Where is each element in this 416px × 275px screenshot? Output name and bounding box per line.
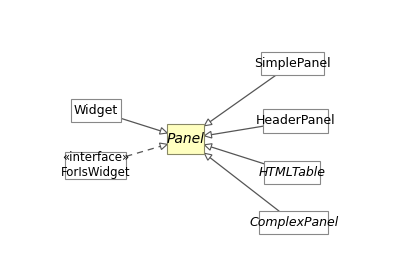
Polygon shape [204, 119, 212, 126]
Text: HeaderPanel: HeaderPanel [255, 114, 335, 127]
Text: SimplePanel: SimplePanel [254, 57, 330, 70]
FancyBboxPatch shape [263, 109, 328, 133]
Polygon shape [204, 131, 212, 138]
Polygon shape [204, 153, 212, 160]
FancyBboxPatch shape [167, 123, 204, 154]
Text: «interface»
ForIsWidget: «interface» ForIsWidget [61, 151, 130, 179]
FancyBboxPatch shape [264, 161, 320, 185]
FancyBboxPatch shape [261, 52, 324, 75]
Polygon shape [159, 128, 167, 134]
Text: ComplexPanel: ComplexPanel [249, 216, 339, 229]
FancyBboxPatch shape [71, 99, 121, 122]
Text: HTMLTable: HTMLTable [259, 166, 326, 179]
FancyBboxPatch shape [259, 211, 329, 234]
FancyBboxPatch shape [65, 152, 126, 179]
Text: Widget: Widget [73, 104, 118, 117]
Text: Panel: Panel [167, 132, 205, 146]
Polygon shape [204, 144, 212, 150]
Polygon shape [159, 143, 167, 150]
